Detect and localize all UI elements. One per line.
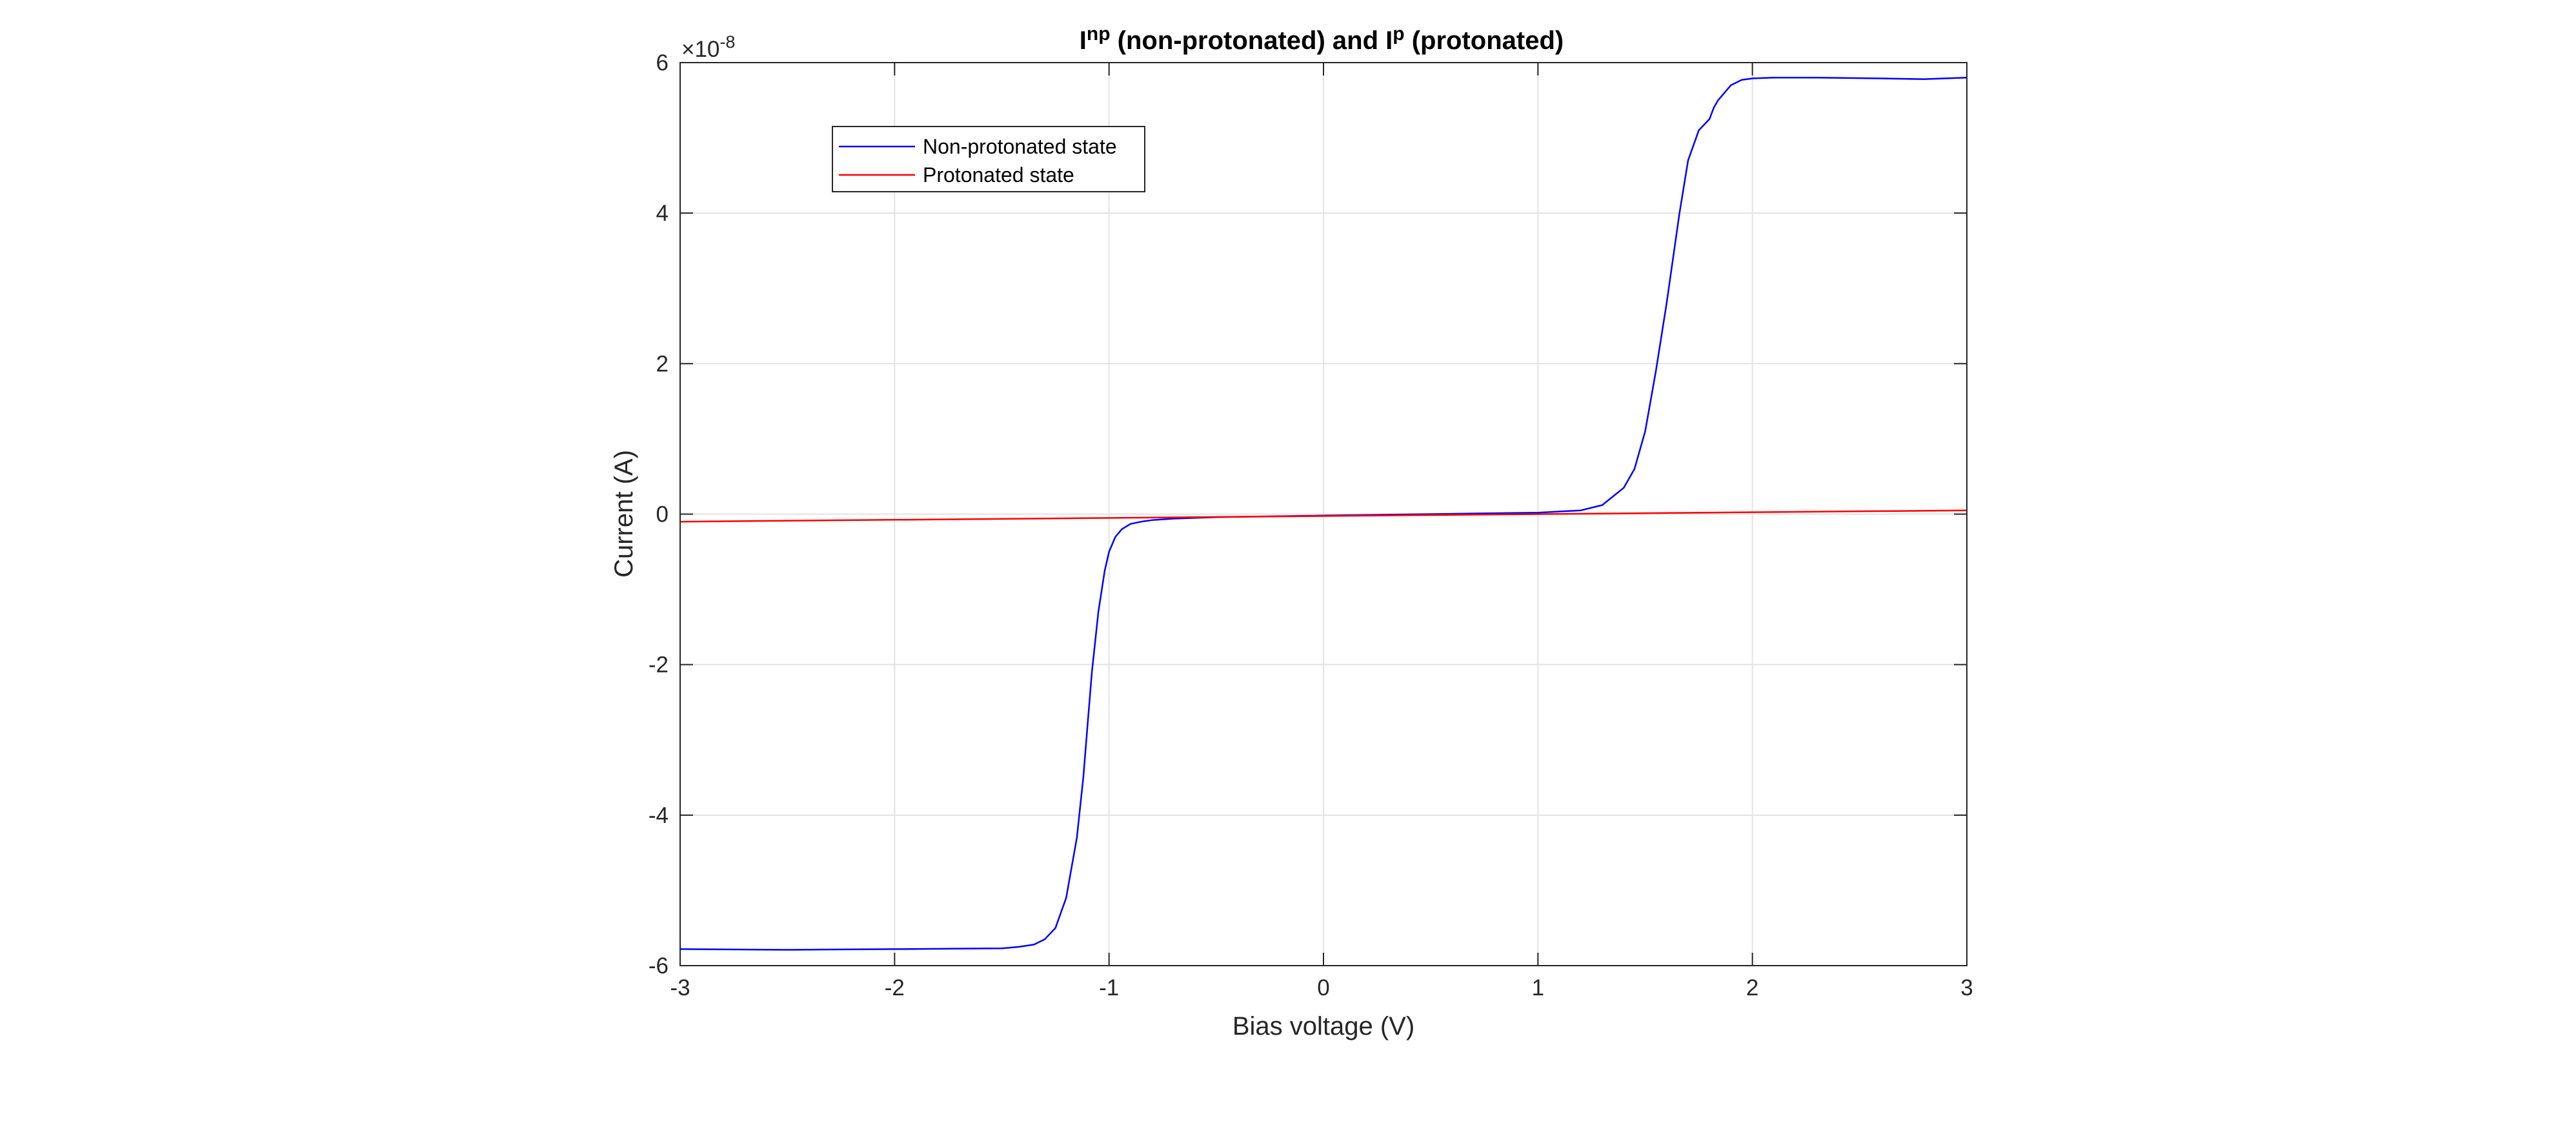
x-tick-label: 0: [1317, 975, 1329, 1000]
legend-box: [832, 126, 1145, 192]
x-tick-label: 2: [1746, 975, 1758, 1000]
y-axis-exponent: ×10-8: [681, 32, 735, 62]
y-tick-label: 0: [656, 502, 669, 527]
y-tick-label: 6: [656, 50, 669, 76]
x-tick-labels: -3 -2 -1 0 1 2 3: [670, 975, 1973, 1000]
title-part-2: (non-protonated) and I: [1111, 26, 1393, 55]
plot-area: [679, 62, 1967, 966]
axis-ticks: [679, 62, 1967, 966]
series-line-protonated: [679, 509, 1967, 523]
legend-label-protonated: Protonated state: [923, 163, 1074, 187]
y-exponent-base: ×10: [681, 37, 719, 62]
y-tick-label: -4: [649, 803, 669, 828]
title-part-4: (protonated): [1405, 26, 1564, 55]
y-tick-label: -6: [649, 953, 669, 979]
y-tick-label: 4: [656, 201, 669, 226]
y-axis-label: Current (A): [610, 450, 638, 578]
chart-title: Inp (non-protonated) and Ip (protonated): [1080, 23, 1564, 55]
x-axis-label: Bias voltage (V): [1233, 1012, 1414, 1041]
legend-label-non-protonated: Non-protonated state: [923, 135, 1117, 158]
legend: Non-protonated state Protonated state: [832, 126, 1145, 192]
x-tick-label: -3: [670, 975, 690, 1000]
x-tick-label: 1: [1532, 975, 1544, 1000]
y-exponent-power: -8: [719, 32, 735, 52]
y-tick-label: -2: [649, 653, 669, 678]
title-part-3: p: [1393, 23, 1404, 45]
x-tick-label: -2: [885, 975, 905, 1000]
y-tick-label: 2: [656, 351, 669, 376]
x-tick-label: 3: [1960, 975, 1973, 1000]
series-lines: [679, 77, 1967, 951]
title-part-0: I: [1080, 26, 1087, 55]
title-part-1: np: [1087, 23, 1111, 45]
y-tick-labels: -6 -4 -2 0 2 4 6: [649, 50, 669, 979]
x-tick-label: -1: [1099, 975, 1119, 1000]
